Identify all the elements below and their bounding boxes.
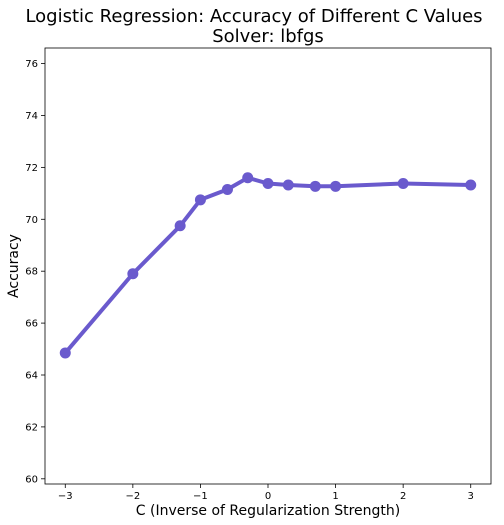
x-tick-label: 0 — [265, 491, 271, 502]
axis-ticks: −3 −2 −1 0 1 2 3 60 62 64 66 68 70 72 74 76 — [25, 59, 474, 502]
y-tick-label: 64 — [25, 371, 38, 382]
x-tick-label: −3 — [58, 491, 73, 502]
x-tick-label: −1 — [193, 491, 208, 502]
series-line — [63, 175, 473, 355]
y-tick-label: 74 — [25, 111, 38, 122]
x-axis-label: C (Inverse of Regularization Strength) — [136, 503, 400, 519]
x-tick-label: 2 — [400, 491, 406, 502]
data-point — [282, 179, 294, 191]
y-axis-label: Accuracy — [6, 234, 22, 298]
x-tick-label: 1 — [332, 491, 338, 502]
data-point — [221, 183, 233, 195]
data-point — [465, 179, 477, 191]
y-tick-label: 72 — [25, 163, 38, 174]
data-point — [59, 347, 71, 359]
data-point — [397, 177, 409, 189]
plot-frame — [44, 47, 492, 485]
data-point — [127, 268, 139, 280]
y-tick-label: 66 — [25, 319, 38, 330]
data-point — [330, 180, 342, 192]
data-point — [174, 220, 186, 232]
chart-subtitle: Solver: lbfgs — [212, 26, 324, 47]
data-point — [194, 194, 206, 206]
y-tick-label: 76 — [25, 59, 38, 70]
y-tick-label: 60 — [25, 474, 38, 485]
y-tick-label: 68 — [25, 267, 38, 278]
y-tick-label: 70 — [25, 215, 38, 226]
chart-marks — [59, 172, 477, 359]
data-point — [262, 177, 274, 189]
x-tick-label: −2 — [125, 491, 140, 502]
data-point — [242, 172, 254, 184]
y-tick-label: 62 — [25, 422, 38, 433]
chart-title: Logistic Regression: Accuracy of Differe… — [25, 6, 482, 27]
data-point — [309, 180, 321, 192]
x-tick-label: 3 — [468, 491, 474, 502]
